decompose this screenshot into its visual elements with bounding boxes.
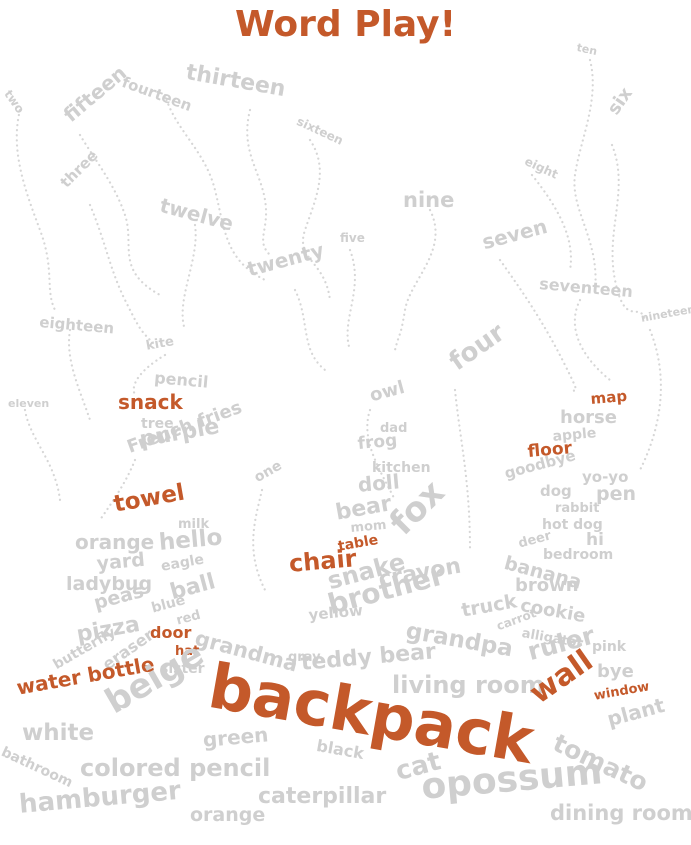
word: door	[150, 623, 192, 642]
word: eleven	[8, 397, 50, 410]
word: hi	[586, 530, 604, 550]
word: pencil	[153, 368, 210, 392]
word: tree	[141, 416, 174, 432]
word: map	[589, 386, 628, 408]
dotted-trail	[610, 143, 647, 322]
dotted-trail	[132, 353, 167, 397]
word: gray	[288, 650, 321, 665]
dotted-trail	[23, 408, 62, 502]
dotted-trail	[638, 328, 663, 472]
word: hat	[175, 644, 200, 659]
word: five	[340, 231, 365, 245]
word: caterpillar	[258, 784, 387, 809]
dotted-trail	[15, 108, 57, 312]
word: milk	[178, 517, 210, 532]
word: snack	[118, 390, 183, 414]
word: doll	[356, 469, 401, 497]
word: living room	[392, 671, 545, 699]
word: frog	[356, 430, 399, 454]
word: yard	[95, 548, 146, 575]
word: bedroom	[543, 547, 614, 563]
word: kitchen	[372, 460, 431, 476]
word: dog	[540, 482, 572, 500]
dotted-trail	[393, 208, 437, 352]
dotted-trail	[246, 108, 272, 257]
word: horse	[560, 407, 617, 428]
dotted-trail	[88, 203, 157, 347]
dotted-trail	[453, 388, 472, 552]
dotted-trail	[181, 223, 197, 332]
dotted-trail	[252, 488, 267, 592]
word: nine	[403, 188, 455, 212]
word: rabbit	[555, 501, 600, 516]
word: dad	[380, 421, 408, 436]
dotted-trail	[293, 288, 327, 372]
dotted-trail	[67, 328, 92, 422]
word: colored pencil	[80, 754, 271, 782]
word: ladybug	[66, 573, 153, 595]
dotted-trail	[346, 248, 356, 352]
word: bye	[597, 661, 634, 682]
word: orange	[190, 804, 266, 826]
word: pen	[596, 483, 637, 505]
word: orange	[75, 530, 155, 554]
page-title: Word Play!	[234, 4, 456, 45]
dotted-trail	[302, 138, 332, 302]
word: dining room	[550, 801, 691, 825]
word: yo-yo	[582, 468, 629, 486]
word: brown	[515, 575, 579, 596]
word: sister	[160, 661, 205, 677]
dotted-trail	[78, 133, 162, 297]
word: pink	[592, 639, 627, 655]
dotted-trail	[366, 408, 397, 502]
dotted-trail	[573, 58, 597, 292]
dotted-trail	[163, 93, 267, 282]
word: hello	[157, 524, 224, 556]
word: green	[201, 722, 270, 752]
word: white	[22, 720, 95, 746]
word: hot dog	[542, 517, 603, 533]
dotted-trail	[498, 258, 577, 397]
dotted-trail	[573, 298, 612, 382]
